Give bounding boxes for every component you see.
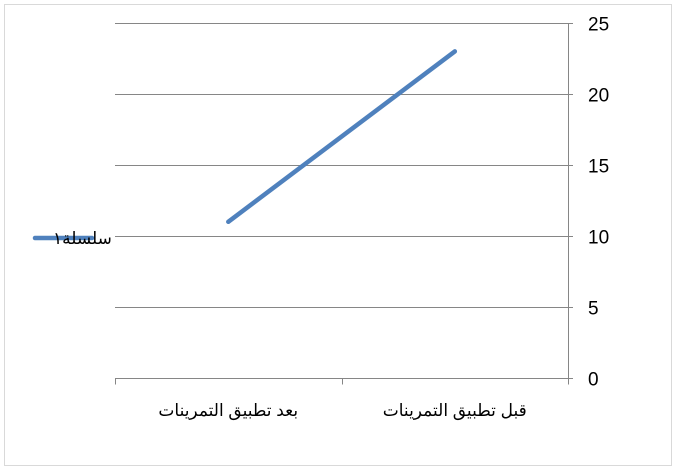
x-tick-label-1: قبل تطبيق التمرينات [383, 401, 527, 420]
legend: سلسلة١ [32, 229, 112, 248]
y-tick-label-5: 25 [588, 15, 609, 36]
chart-border [4, 4, 672, 466]
axes [115, 23, 573, 385]
series-line-0 [226, 49, 458, 225]
y-tick-labels: 0 5 10 15 20 25 [588, 15, 609, 391]
y-tick-label-4: 20 [588, 86, 609, 107]
x-tick-labels: بعد تطبيق التمرينات قبل تطبيق التمرينات [158, 401, 526, 420]
legend-label-0: سلسلة١ [53, 229, 112, 248]
y-tick-label-2: 10 [588, 228, 609, 249]
y-tick-label-1: 5 [588, 299, 599, 320]
gridlines [115, 23, 568, 308]
y-tick-label-0: 0 [588, 370, 599, 391]
series-lines [226, 49, 458, 225]
x-tick-label-0: بعد تطبيق التمرينات [158, 401, 298, 420]
y-tick-label-3: 15 [588, 157, 609, 178]
